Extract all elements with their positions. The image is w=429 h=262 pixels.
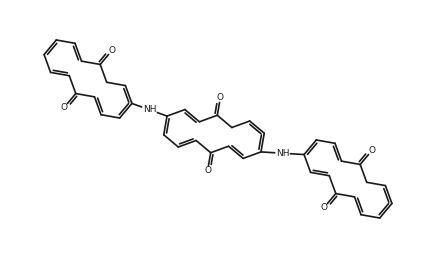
Text: O: O [217,93,224,102]
Text: O: O [204,166,211,175]
Text: NH: NH [143,105,156,114]
Text: NH: NH [276,149,289,158]
Text: O: O [368,146,375,155]
Text: O: O [321,203,328,212]
Text: O: O [108,46,115,55]
Text: O: O [61,103,68,112]
